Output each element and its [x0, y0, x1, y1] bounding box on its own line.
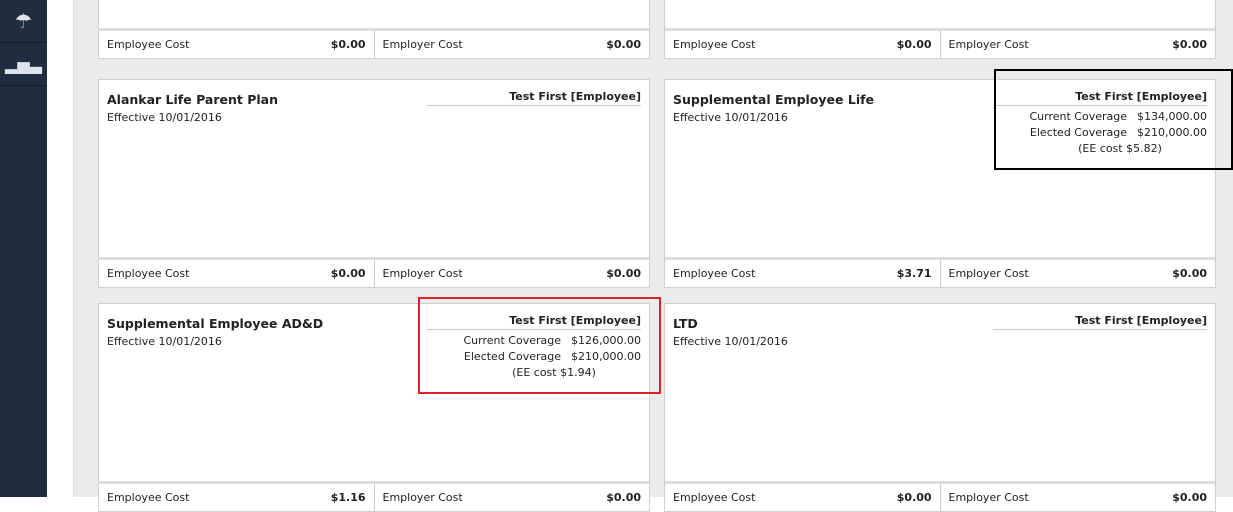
sidebar-item-reports[interactable]: ▂▅▃	[0, 43, 47, 86]
person-name: Test First [Employee]	[427, 90, 641, 106]
benefit-card[interactable]: Employee Cost $0.00 Employer Cost $0.00	[98, 0, 650, 59]
plan-title: LTD	[673, 316, 698, 331]
employer-cost-label: Employer Cost	[948, 491, 1029, 504]
highlight-box-black	[994, 69, 1233, 170]
employee-cost-label: Employee Cost	[673, 491, 756, 504]
ee-cost-note: (EE cost $5.82)	[1078, 142, 1162, 155]
employer-cost-label: Employer Cost	[382, 267, 463, 280]
sidebar: ☂ ▂▅▃	[0, 0, 47, 497]
benefit-card[interactable]: Supplemental Employee Life Effective 10/…	[664, 79, 1216, 288]
cost-footer: Employee Cost $3.71 Employer Cost $0.00	[665, 257, 1215, 287]
cost-footer: Employee Cost $0.00 Employer Cost $0.00	[665, 481, 1215, 511]
coverage-info: Current Coverage $126,000.00 Elected Cove…	[427, 333, 642, 381]
sidebar-item-benefits[interactable]: ☂	[0, 0, 47, 43]
employer-cost-label: Employer Cost	[382, 38, 463, 51]
employee-cost-value: $0.00	[896, 38, 932, 51]
cost-footer: Employee Cost $1.16 Employer Cost $0.00	[99, 481, 649, 511]
plan-title: Supplemental Employee AD&D	[107, 316, 324, 331]
employee-cost-value: $0.00	[330, 38, 366, 51]
employer-cost-label: Employer Cost	[382, 491, 463, 504]
cost-footer: Employee Cost $0.00 Employer Cost $0.00	[99, 257, 649, 287]
elected-coverage-label: Elected Coverage	[463, 350, 562, 363]
employer-cost-value: $0.00	[1172, 491, 1207, 504]
employer-cost-value: $0.00	[606, 491, 641, 504]
employer-cost-value: $0.00	[1172, 38, 1207, 51]
current-coverage-label: Current Coverage	[463, 334, 562, 347]
benefit-card[interactable]: Alankar Life Parent Plan Effective 10/01…	[98, 79, 650, 288]
plan-title: Supplemental Employee Life	[673, 92, 875, 107]
employee-cost-value: $0.00	[896, 491, 932, 504]
employer-cost-label: Employer Cost	[948, 38, 1029, 51]
elected-coverage-value: $210,000.00	[1137, 126, 1207, 139]
umbrella-dollar-heart-icon: ☂	[14, 9, 33, 33]
employee-cost-value: $3.71	[896, 267, 932, 280]
effective-date: Effective 10/01/2016	[673, 335, 788, 348]
effective-date: Effective 10/01/2016	[107, 335, 222, 348]
plan-title: Alankar Life Parent Plan	[107, 92, 278, 107]
employer-cost-value: $0.00	[606, 267, 641, 280]
employer-cost-value: $0.00	[1172, 267, 1207, 280]
person-name: Test First [Employee]	[427, 314, 641, 330]
employee-cost-label: Employee Cost	[107, 491, 190, 504]
coverage-info: Current Coverage $134,000.00 Elected Cove…	[993, 109, 1208, 157]
bar-chart-icon: ▂▅▃	[5, 54, 42, 74]
elected-coverage-value: $210,000.00	[571, 350, 641, 363]
ee-cost-note: (EE cost $1.94)	[512, 366, 596, 379]
cost-footer: Employee Cost $0.00 Employer Cost $0.00	[665, 28, 1215, 58]
employer-cost-value: $0.00	[606, 38, 641, 51]
person-name: Test First [Employee]	[993, 90, 1207, 106]
employee-cost-value: $1.16	[330, 491, 366, 504]
effective-date: Effective 10/01/2016	[107, 111, 222, 124]
employee-cost-value: $0.00	[330, 267, 366, 280]
benefit-card[interactable]: Employee Cost $0.00 Employer Cost $0.00	[664, 0, 1216, 59]
employer-cost-label: Employer Cost	[948, 267, 1029, 280]
cost-footer: Employee Cost $0.00 Employer Cost $0.00	[99, 28, 649, 58]
current-coverage-label: Current Coverage	[1029, 110, 1128, 123]
highlight-box-red	[418, 297, 661, 394]
current-coverage-value: $134,000.00	[1137, 110, 1207, 123]
employee-cost-label: Employee Cost	[673, 38, 756, 51]
elected-coverage-label: Elected Coverage	[1029, 126, 1128, 139]
employee-cost-label: Employee Cost	[107, 38, 190, 51]
benefit-card[interactable]: Supplemental Employee AD&D Effective 10/…	[98, 303, 650, 512]
current-coverage-value: $126,000.00	[571, 334, 641, 347]
employee-cost-label: Employee Cost	[673, 267, 756, 280]
effective-date: Effective 10/01/2016	[673, 111, 788, 124]
benefit-card[interactable]: LTD Effective 10/01/2016 Test First [Emp…	[664, 303, 1216, 512]
employee-cost-label: Employee Cost	[107, 267, 190, 280]
person-name: Test First [Employee]	[993, 314, 1207, 330]
